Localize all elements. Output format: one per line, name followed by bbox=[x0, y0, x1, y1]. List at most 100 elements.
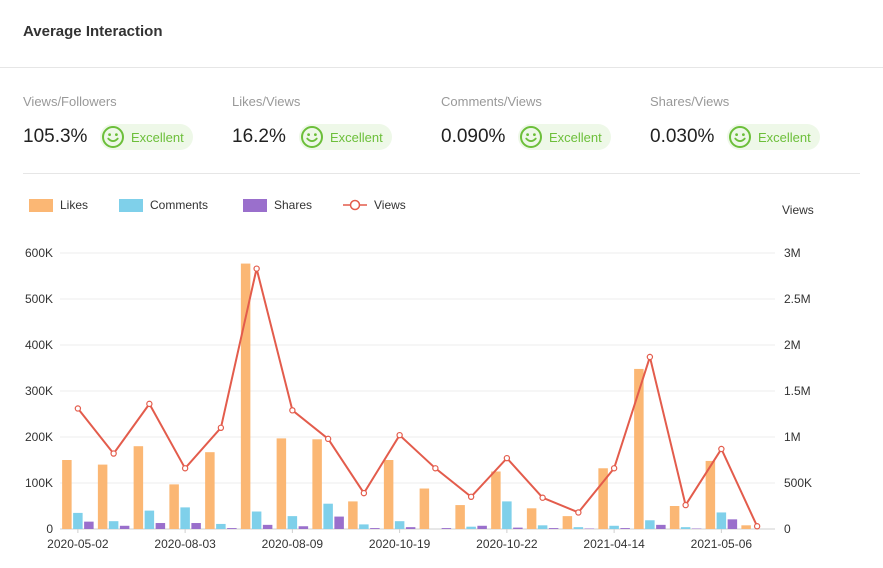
y-right-tick-label: 2M bbox=[784, 338, 801, 352]
views-point bbox=[146, 400, 153, 408]
views-point bbox=[360, 489, 368, 497]
header-bar: Average Interaction bbox=[0, 0, 883, 68]
metric-shares-views: Shares/Views 0.030% Excellent bbox=[650, 94, 850, 154]
views-point bbox=[753, 523, 761, 530]
x-tick-label: 2021-05-06 bbox=[691, 537, 753, 551]
legend-item-comments[interactable]: Comments bbox=[119, 197, 208, 213]
y-left-tick-label: 100K bbox=[25, 476, 53, 490]
legend-item-shares[interactable]: Shares bbox=[243, 197, 312, 213]
status-badge: Excellent bbox=[100, 124, 193, 150]
bar-comments bbox=[502, 501, 512, 529]
smiley-face-icon bbox=[301, 126, 323, 148]
bar-likes bbox=[669, 506, 680, 529]
y-left-tick-label: 200K bbox=[25, 430, 53, 444]
y-left-tick-label: 0 bbox=[46, 522, 53, 536]
legend-item-views[interactable]: Views bbox=[343, 197, 406, 213]
views-point bbox=[110, 450, 117, 457]
views-point bbox=[396, 431, 403, 439]
smiley-face-icon bbox=[729, 126, 751, 148]
status-badge-label: Excellent bbox=[330, 129, 383, 145]
bar-comments bbox=[609, 525, 619, 529]
views-point bbox=[289, 407, 296, 414]
bar-likes bbox=[276, 438, 287, 529]
bar-likes bbox=[741, 525, 751, 529]
metric-comments-views: Comments/Views 0.090% Excellent bbox=[441, 94, 641, 154]
bar-likes bbox=[562, 516, 573, 529]
y-right-tick-label: 1M bbox=[784, 430, 801, 444]
status-badge-label: Excellent bbox=[758, 129, 811, 145]
status-badge-label: Excellent bbox=[131, 129, 184, 145]
x-tick-label: 2020-05-02 bbox=[47, 537, 109, 551]
views-point bbox=[74, 405, 82, 412]
bar-comments bbox=[73, 512, 83, 529]
bar-shares bbox=[477, 525, 487, 529]
bar-likes bbox=[97, 464, 108, 529]
bar-likes bbox=[348, 501, 358, 529]
legend-label-likes: Likes bbox=[60, 198, 89, 212]
bar-shares bbox=[620, 528, 630, 529]
bar-shares bbox=[191, 523, 201, 529]
bar-likes bbox=[133, 446, 144, 529]
bar-likes bbox=[455, 505, 465, 529]
legend-label-views: Views bbox=[374, 198, 406, 212]
metric-value: 0.090% bbox=[441, 126, 506, 147]
y-left-tick-label: 300K bbox=[25, 384, 53, 398]
views-point bbox=[718, 445, 725, 453]
y-right-tick-label: 3M bbox=[784, 246, 801, 260]
bar-comments bbox=[287, 516, 298, 529]
bar-likes bbox=[634, 368, 644, 529]
page-title: Average Interaction bbox=[23, 23, 163, 40]
x-tick-label: 2020-10-22 bbox=[476, 537, 538, 551]
legend-swatch-likes bbox=[29, 198, 53, 212]
bar-likes bbox=[419, 488, 430, 529]
bar-comments bbox=[323, 503, 333, 529]
bar-likes bbox=[526, 508, 537, 529]
views-point bbox=[467, 493, 475, 500]
bar-shares bbox=[656, 524, 666, 529]
y-left-tick-label: 500K bbox=[25, 292, 53, 306]
bar-likes bbox=[705, 460, 716, 529]
metric-label: Likes/Views bbox=[232, 94, 301, 109]
bar-shares bbox=[262, 524, 273, 529]
legend-label-shares: Shares bbox=[274, 198, 313, 212]
smiley-face-icon bbox=[102, 126, 124, 148]
views-point bbox=[646, 353, 654, 361]
bar-shares bbox=[370, 528, 380, 529]
bar-comments bbox=[359, 524, 369, 529]
bar-comments bbox=[573, 527, 584, 529]
metric-value: 0.030% bbox=[650, 126, 715, 147]
bar-comments bbox=[466, 526, 476, 529]
status-badge-label: Excellent bbox=[549, 129, 602, 145]
y-right-tick-label: 0 bbox=[784, 522, 791, 536]
bar-likes bbox=[240, 263, 251, 529]
bar-comments bbox=[716, 512, 727, 529]
views-point bbox=[253, 265, 260, 272]
views-point bbox=[539, 494, 546, 501]
x-tick-label: 2020-08-03 bbox=[154, 537, 216, 551]
bar-shares bbox=[441, 528, 452, 529]
y-left-tick-label: 400K bbox=[25, 338, 53, 352]
bar-likes bbox=[205, 452, 215, 529]
status-badge: Excellent bbox=[727, 124, 820, 150]
bar-shares bbox=[727, 519, 738, 529]
y-right-tick-label: 1.5M bbox=[784, 384, 811, 398]
bar-likes bbox=[383, 460, 394, 529]
bar-likes bbox=[491, 471, 501, 529]
bar-shares bbox=[405, 527, 416, 529]
bar-shares bbox=[548, 528, 559, 529]
bar-comments bbox=[251, 511, 262, 529]
views-point bbox=[181, 465, 189, 472]
legend-item-likes[interactable]: Likes bbox=[29, 197, 88, 213]
views-point bbox=[575, 509, 582, 516]
views-point bbox=[610, 465, 618, 472]
views-point bbox=[682, 501, 689, 509]
y-right-tick-label: 500K bbox=[784, 476, 812, 490]
metric-label: Views/Followers bbox=[23, 94, 117, 109]
bar-comments bbox=[645, 520, 655, 529]
views-point bbox=[432, 465, 439, 472]
bar-shares bbox=[227, 528, 237, 529]
bar-shares bbox=[334, 516, 344, 529]
views-line bbox=[77, 268, 759, 527]
views-point bbox=[217, 424, 225, 431]
